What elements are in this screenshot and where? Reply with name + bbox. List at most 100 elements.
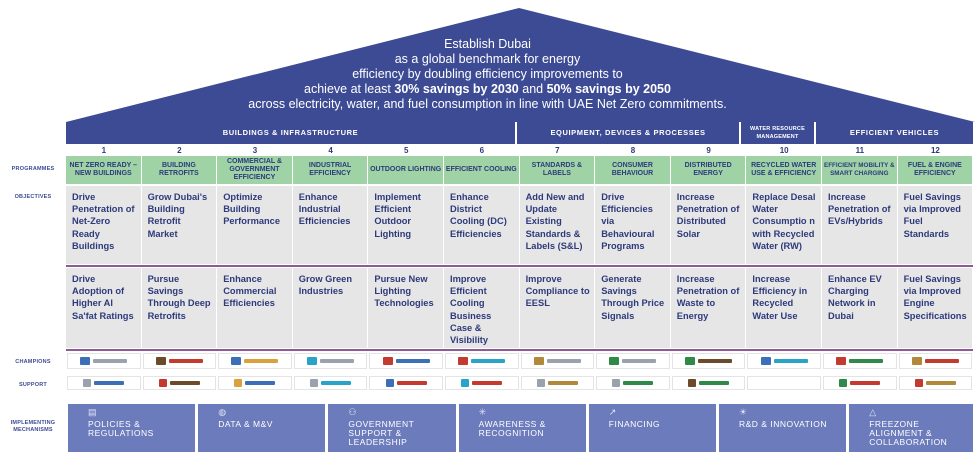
- programme-number: 10: [779, 146, 789, 155]
- category-equipment: EQUIPMENT, DEVICES & PROCESSES: [517, 122, 739, 144]
- champion-logo: [671, 353, 746, 369]
- objective-secondary: Enhance EV Charging Network in Dubai: [822, 268, 898, 348]
- champion-wordmark-icon: [395, 359, 430, 363]
- objective-primary: Enhance Industrial Efficiencies: [292, 186, 369, 264]
- objective-primary: Fuel Savings via Improved Fuel Standards: [897, 186, 974, 264]
- champion-wordmark-icon: [93, 359, 128, 363]
- champion-logo: [293, 353, 368, 369]
- champion-emblem-icon: [836, 357, 847, 365]
- mechanism-label: AWARENESS & RECOGNITION: [478, 419, 546, 438]
- category-water: WATER RESOURCE MANAGEMENT: [741, 122, 814, 144]
- objective-primary: Drive Penetration of Net-Zero Ready Buil…: [66, 186, 142, 264]
- category-vehicles: EFFICIENT VEHICLES: [816, 122, 973, 144]
- trend-up-icon: ↗: [608, 407, 617, 417]
- mechanism-label: DATA & M&V: [218, 419, 273, 429]
- category-buildings: BUILDINGS & INFRASTRUCTURE: [66, 122, 515, 144]
- support-logo: [596, 376, 670, 390]
- champion-emblem-icon: [760, 357, 771, 365]
- support-wordmark-icon: [169, 381, 200, 385]
- mechanism-label: GOVERNMENT SUPPORT & LEADERSHIP: [348, 419, 415, 447]
- vision-line-4: achieve at least 30% savings by 2030 and…: [304, 82, 671, 96]
- support-emblem-icon: [839, 379, 848, 387]
- champion-logo: [898, 353, 973, 369]
- programme-name: RECYCLED WATER USE & EFFICIENCY: [746, 156, 822, 184]
- programme-number: 1: [101, 146, 107, 155]
- row-label-support: SUPPORT: [19, 382, 47, 388]
- champion-wordmark-icon: [773, 359, 808, 363]
- objective-secondary: Pursue Savings Through Deep Retrofits: [141, 268, 218, 348]
- champion-emblem-icon: [80, 357, 91, 365]
- support-wordmark-icon: [850, 381, 881, 385]
- objective-primary: Increase Penetration of EVs/Hybrids: [822, 186, 898, 264]
- champion-emblem-icon: [458, 357, 469, 365]
- support-logo: [293, 376, 368, 390]
- mechanism-5: ↗ FINANCING: [588, 404, 716, 452]
- vision-line-1: Establish Dubai: [444, 37, 531, 51]
- objective-secondary: Fuel Savings via Improved Engine Specifi…: [897, 268, 974, 348]
- champion-wordmark-icon: [168, 359, 203, 363]
- mechanism-4: ✳ AWARENESS & RECOGNITION: [458, 404, 586, 452]
- mechanism-7: △ FREEZONE ALIGNMENT & COLLABORATION: [849, 404, 973, 452]
- objective-secondary: Increase Penetration of Waste to Energy: [670, 268, 747, 348]
- vision-line-2: as a global benchmark for energy: [394, 52, 581, 66]
- support-wordmark-icon: [547, 381, 578, 385]
- objective-primary: Grow Dubai's Building Retrofit Market: [141, 186, 218, 264]
- support-logo: [898, 376, 973, 390]
- support-wordmark-icon: [396, 381, 427, 385]
- support-logo: [218, 376, 292, 390]
- objective-secondary: Generate Savings Through Price Signals: [595, 268, 671, 348]
- champion-logo: [445, 353, 519, 369]
- objective-secondary: Enhance Commercial Efficiencies: [217, 268, 293, 348]
- programme-number: 11: [855, 146, 865, 155]
- row-label-implementing: IMPLEMENTING MECHANISMS: [10, 420, 56, 433]
- objective-primary: Enhance District Cooling (DC) Efficienci…: [444, 186, 520, 264]
- programme-name: FUEL & ENGINE EFFICIENCY: [897, 156, 974, 184]
- champion-logo: [747, 353, 821, 369]
- champion-emblem-icon: [382, 357, 393, 365]
- handshake-icon: ⚇: [348, 407, 357, 417]
- support-logo: [823, 376, 897, 390]
- champion-emblem-icon: [231, 357, 242, 365]
- vision-line-3: efficiency by doubling efficiency improv…: [352, 67, 623, 81]
- programme-name: INDUSTRIAL EFFICIENCY: [292, 156, 369, 184]
- objective-secondary: Increase Efficiency in Recycled Water Us…: [746, 268, 822, 348]
- champion-emblem-icon: [533, 357, 544, 365]
- objective-primary: Optimize Building Performance: [217, 186, 293, 264]
- support-emblem-icon: [612, 379, 621, 387]
- support-logo: [520, 376, 595, 390]
- champion-emblem-icon: [911, 357, 922, 365]
- network-icon: △: [869, 407, 877, 417]
- support-logo: [142, 376, 217, 390]
- mechanism-label: POLICIES & REGULATIONS: [88, 419, 154, 438]
- programme-name: EFFICIENT COOLING: [444, 156, 520, 184]
- mechanism-6: ☀ R&D & INNOVATION: [719, 404, 847, 452]
- support-wordmark-icon: [245, 381, 276, 385]
- programme-number: 8: [630, 146, 636, 155]
- champion-wordmark-icon: [244, 359, 279, 363]
- support-wordmark-icon: [623, 381, 654, 385]
- target-2050: 50% savings by 2050: [546, 82, 671, 96]
- roof-shape: [66, 8, 975, 122]
- support-emblem-icon: [83, 379, 92, 387]
- row-label-champions: CHAMPIONS: [15, 359, 51, 365]
- support-logo: [671, 376, 746, 390]
- objective-primary: Add New and Update Existing Standards & …: [519, 186, 596, 264]
- globe-icon: ◍: [218, 407, 227, 417]
- champion-wordmark-icon: [622, 359, 657, 363]
- champion-wordmark-icon: [698, 359, 733, 363]
- champion-logo: [67, 353, 141, 369]
- champion-wordmark-icon: [849, 359, 884, 363]
- programme-name: DISTRIBUTED ENERGY: [670, 156, 747, 184]
- support-wordmark-icon: [699, 381, 730, 385]
- support-logo: [369, 376, 443, 390]
- target-2030: 30% savings by 2030: [394, 82, 519, 96]
- programme-name: OUTDOOR LIGHTING: [368, 156, 444, 184]
- row-label-programmes: PROGRAMMES: [11, 166, 55, 172]
- support-wordmark-icon: [94, 381, 125, 385]
- objective-secondary: Pursue New Lighting Technologies: [368, 268, 444, 348]
- programme-name: NET ZERO READY – NEW BUILDINGS: [66, 156, 142, 184]
- support-wordmark-icon: [925, 381, 956, 385]
- programme-number: 12: [930, 146, 940, 155]
- objective-secondary: Improve Efficient Cooling Business Case …: [444, 268, 520, 348]
- document-icon: ▤: [88, 407, 98, 417]
